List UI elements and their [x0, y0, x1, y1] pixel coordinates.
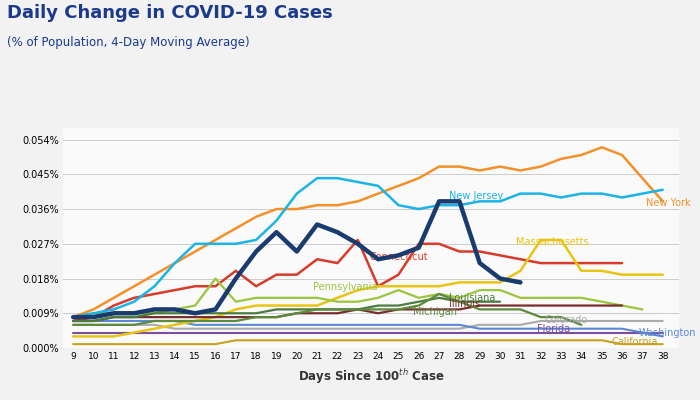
- Text: Louisiana: Louisiana: [449, 293, 496, 303]
- Text: New Jersey: New Jersey: [449, 190, 503, 200]
- Text: (% of Population, 4-Day Moving Average): (% of Population, 4-Day Moving Average): [7, 36, 250, 49]
- Text: New York: New York: [647, 198, 691, 208]
- Text: Washington: Washington: [638, 328, 696, 338]
- Text: Connecticut: Connecticut: [370, 252, 428, 262]
- Text: Daily Change in COVID-19 Cases: Daily Change in COVID-19 Cases: [7, 4, 332, 22]
- Text: Illinois: Illinois: [449, 299, 480, 309]
- X-axis label: Days Since 100$^{th}$ Case: Days Since 100$^{th}$ Case: [298, 367, 444, 386]
- Text: Florida: Florida: [537, 324, 570, 334]
- Text: Michigan: Michigan: [413, 308, 456, 318]
- Text: Colorado: Colorado: [545, 315, 588, 325]
- Text: Pennsylvania: Pennsylvania: [313, 282, 377, 292]
- Text: Massachusetts: Massachusetts: [517, 237, 589, 247]
- Text: California: California: [612, 337, 658, 347]
